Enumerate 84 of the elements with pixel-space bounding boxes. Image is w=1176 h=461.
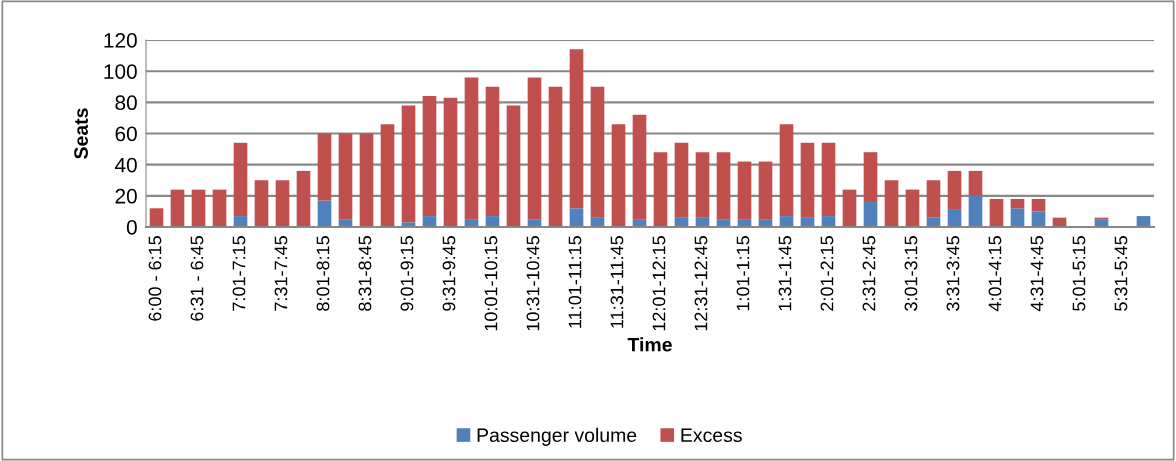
x-tick-label: 4:31-4:45 xyxy=(1030,236,1044,312)
bar xyxy=(863,152,878,203)
bar xyxy=(800,142,815,218)
y-tick-label: 100 xyxy=(104,64,137,79)
bar xyxy=(926,180,941,218)
bar xyxy=(1010,208,1025,227)
y-tick-label: 40 xyxy=(114,157,137,173)
bar xyxy=(548,86,563,227)
legend-label: Excess xyxy=(681,428,742,443)
bar xyxy=(317,200,332,227)
x-tick-label: 1:31-1:45 xyxy=(778,236,792,311)
x-tick-label: 2:31-2:45 xyxy=(862,236,876,311)
y-tick-label: 80 xyxy=(115,95,137,111)
x-tick-label: 4:01-4:15 xyxy=(988,236,1002,312)
x-axis-title: Time xyxy=(627,337,672,352)
x-tick-label: 6:00 - 6:15 xyxy=(148,236,162,321)
y-tick-label: 120 xyxy=(104,33,137,48)
x-tick-label: 3:31-3:45 xyxy=(946,236,960,311)
bar xyxy=(380,124,395,227)
bar xyxy=(737,161,752,220)
bar xyxy=(968,195,983,227)
bar xyxy=(1010,198,1025,209)
x-tick-label: 7:31-7:45 xyxy=(274,236,288,311)
x-tick-label: 5:31-5:45 xyxy=(1114,236,1128,311)
bar xyxy=(632,114,647,220)
bar xyxy=(779,124,794,217)
bar xyxy=(863,202,878,227)
bar xyxy=(821,142,836,217)
bar xyxy=(506,105,521,227)
bar xyxy=(401,105,416,223)
bar xyxy=(569,49,584,209)
bar xyxy=(191,189,206,227)
x-tick-label: 12:01-12:15 xyxy=(652,236,666,331)
bar xyxy=(758,161,773,220)
bar xyxy=(212,189,227,227)
x-tick-label: 10:01-10:15 xyxy=(484,236,498,331)
y-axis-title: Seats xyxy=(74,108,88,159)
bar xyxy=(842,189,857,227)
bar xyxy=(968,170,983,196)
x-tick-label: 1:01-1:15 xyxy=(736,236,750,311)
bar xyxy=(884,180,899,227)
bar xyxy=(905,189,920,227)
bar xyxy=(170,189,185,227)
x-tick-label: 5:01-5:15 xyxy=(1072,236,1086,311)
bar xyxy=(989,198,1004,227)
x-tick-label: 8:01-8:15 xyxy=(316,236,330,311)
bar xyxy=(653,152,668,227)
bar xyxy=(254,180,269,227)
x-tick-label: 3:01-3:15 xyxy=(904,236,918,311)
y-tick-label: 20 xyxy=(115,188,137,204)
bar xyxy=(275,180,290,227)
bar xyxy=(464,77,479,220)
bar xyxy=(233,142,248,217)
x-tick-label: 12:31-12:45 xyxy=(694,236,708,331)
x-tick-label: 2:01-2:15 xyxy=(820,236,834,311)
y-tick-label: 0 xyxy=(126,220,137,235)
bar xyxy=(674,142,689,218)
bar xyxy=(317,133,332,201)
x-tick-label: 11:01-11:15 xyxy=(568,236,582,328)
bar xyxy=(296,170,311,227)
x-tick-label: 9:31-9:45 xyxy=(442,236,456,311)
bar xyxy=(695,152,710,218)
bar xyxy=(527,77,542,220)
legend-label: Passenger volume xyxy=(477,427,637,446)
bar xyxy=(716,152,731,220)
bar xyxy=(611,124,626,227)
bar xyxy=(485,86,500,217)
bar xyxy=(947,170,962,210)
bar xyxy=(422,96,437,217)
x-tick-label: 7:01-7:15 xyxy=(232,236,246,311)
x-tick-label: 9:01-9:15 xyxy=(400,236,414,311)
bar xyxy=(338,133,353,220)
x-tick-label: 6:31 - 6:45 xyxy=(190,236,204,321)
bar xyxy=(359,133,374,227)
bar xyxy=(590,86,605,218)
bar xyxy=(149,208,164,227)
y-tick-label: 60 xyxy=(115,126,137,142)
bar xyxy=(569,208,584,227)
bar xyxy=(443,97,458,227)
x-tick-label: 8:31-8:45 xyxy=(358,236,372,311)
bar xyxy=(1031,198,1046,212)
x-tick-label: 11:31-11:45 xyxy=(610,236,624,328)
x-tick-label: 10:31-10:45 xyxy=(526,236,540,331)
bar xyxy=(1031,211,1046,227)
